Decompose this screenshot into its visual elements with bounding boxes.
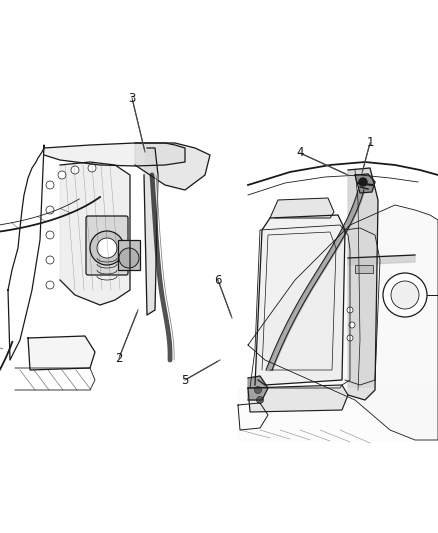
Circle shape xyxy=(257,397,264,403)
Polygon shape xyxy=(255,215,345,385)
Polygon shape xyxy=(60,162,130,305)
Circle shape xyxy=(119,248,139,268)
Polygon shape xyxy=(248,205,438,440)
Circle shape xyxy=(383,273,427,317)
Polygon shape xyxy=(144,148,158,315)
Circle shape xyxy=(349,322,355,328)
Polygon shape xyxy=(28,336,95,370)
Text: 4: 4 xyxy=(296,147,304,159)
Circle shape xyxy=(46,181,54,189)
Polygon shape xyxy=(348,168,378,400)
Polygon shape xyxy=(248,376,268,400)
FancyBboxPatch shape xyxy=(86,216,128,275)
Circle shape xyxy=(71,166,79,174)
Bar xyxy=(355,265,373,273)
Circle shape xyxy=(97,238,117,258)
Polygon shape xyxy=(238,388,438,440)
Polygon shape xyxy=(248,385,348,412)
Text: 5: 5 xyxy=(181,374,189,386)
Circle shape xyxy=(391,281,419,309)
Polygon shape xyxy=(355,174,375,193)
Circle shape xyxy=(90,231,124,265)
Circle shape xyxy=(46,206,54,214)
Bar xyxy=(118,240,140,270)
Text: 1: 1 xyxy=(366,136,374,149)
Text: 6: 6 xyxy=(214,273,222,287)
Text: 3: 3 xyxy=(128,92,136,104)
Circle shape xyxy=(46,256,54,264)
Circle shape xyxy=(88,164,96,172)
Polygon shape xyxy=(44,143,185,166)
Circle shape xyxy=(347,335,353,341)
Circle shape xyxy=(46,231,54,239)
Polygon shape xyxy=(348,255,415,265)
Polygon shape xyxy=(135,143,210,190)
Circle shape xyxy=(359,178,367,186)
Circle shape xyxy=(58,171,66,179)
Circle shape xyxy=(46,281,54,289)
Circle shape xyxy=(254,386,261,393)
Text: 2: 2 xyxy=(115,351,123,365)
Polygon shape xyxy=(270,198,334,218)
Circle shape xyxy=(347,307,353,313)
